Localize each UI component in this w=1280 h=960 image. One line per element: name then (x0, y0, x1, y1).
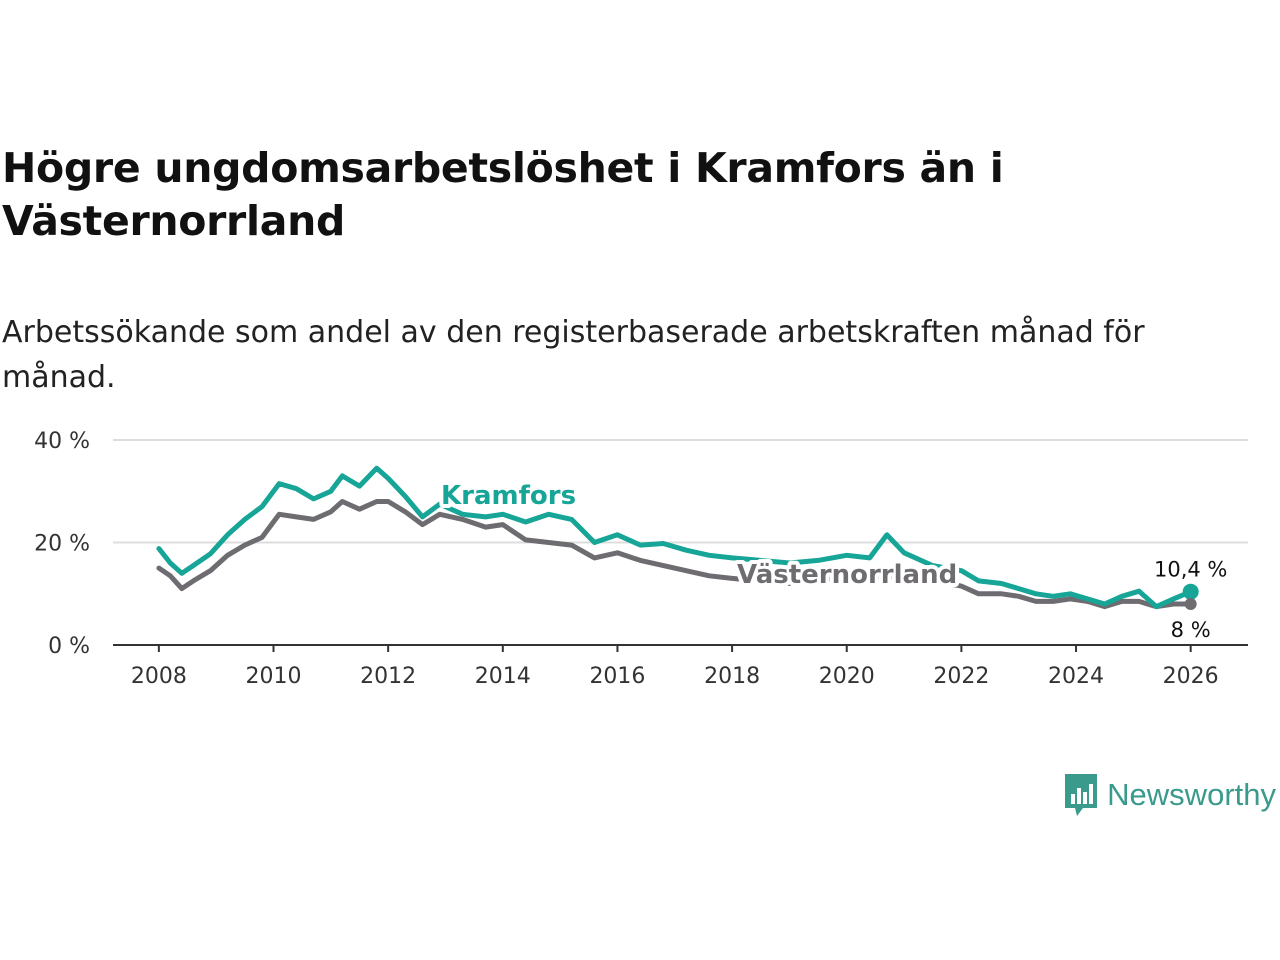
end-value-label-västernorrland: 8 % (1171, 618, 1211, 642)
x-tick-label: 2022 (933, 664, 989, 689)
line-chart: 0 % 20 % 40 % 2008 2010 2012 2014 2016 2018 2020… (34, 429, 1248, 689)
x-tick-label: 2026 (1163, 664, 1219, 689)
end-point-västernorrland (1184, 598, 1197, 610)
x-tick-label: 2020 (819, 664, 875, 689)
x-tick-label: 2016 (589, 664, 645, 689)
chart-subtitle: Arbetssökande som andel av den registerb… (2, 315, 1145, 395)
newsworthy-logo-text: Newsworthy (1107, 777, 1276, 812)
series-label-vasternorrland: Västernorrland (737, 560, 957, 590)
x-tick-label: 2018 (704, 664, 760, 689)
newsworthy-logo-icon (1065, 774, 1098, 816)
end-point-kramfors (1182, 583, 1199, 600)
newsworthy-logo: Newsworthy (1063, 772, 1276, 818)
y-tick-label: 0 % (48, 634, 90, 659)
end-value-label-kramfors: 10,4 % (1154, 558, 1227, 582)
y-tick-label: 40 % (34, 429, 90, 454)
x-tick-label: 2024 (1048, 664, 1104, 689)
x-tick-label: 2010 (246, 664, 302, 689)
x-tick-label: 2012 (360, 664, 416, 689)
y-tick-label: 20 % (34, 532, 90, 557)
series-line-västernorrland (156, 499, 1194, 610)
series-line-kramfors (156, 465, 1194, 610)
chart-title: Högre ungdomsarbetslöshet i Kramfors än … (2, 144, 1004, 245)
x-tick-label: 2014 (475, 664, 531, 689)
series-label-kramfors: Kramfors (441, 481, 576, 511)
x-tick-label: 2008 (131, 664, 187, 689)
